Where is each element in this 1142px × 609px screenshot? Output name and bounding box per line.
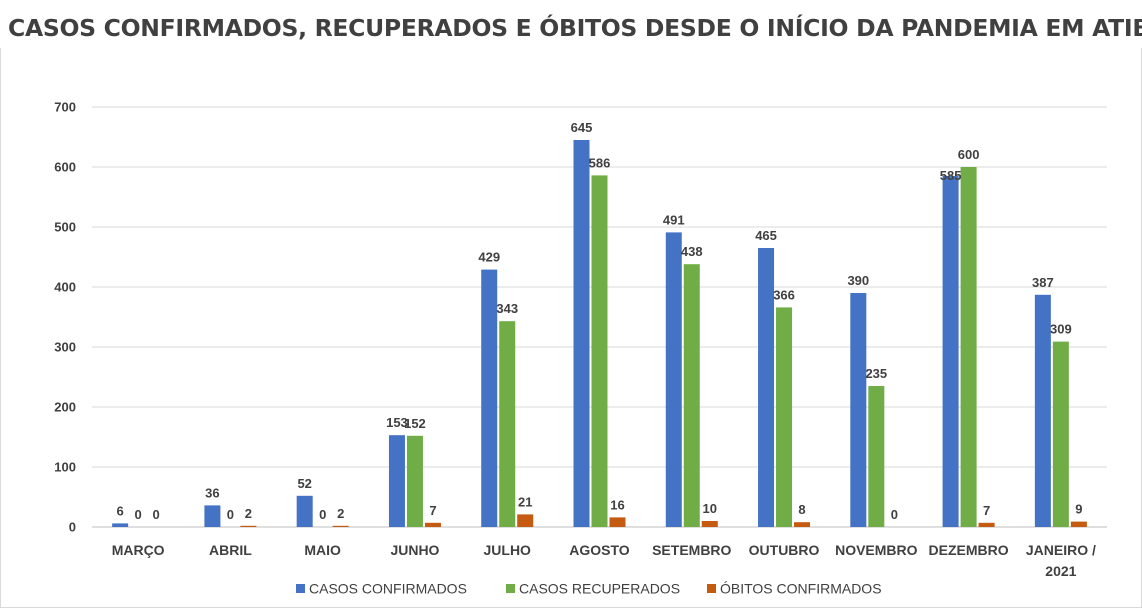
y-tick-label: 0 <box>69 520 76 535</box>
legend-swatch <box>506 584 515 593</box>
bar <box>1034 294 1051 527</box>
bar <box>1070 521 1087 527</box>
y-tick-label: 700 <box>54 100 76 115</box>
data-label: 10 <box>703 501 717 516</box>
data-label: 7 <box>429 503 436 518</box>
data-label: 52 <box>297 476 311 491</box>
data-label: 600 <box>958 147 980 162</box>
x-tick-label: MAIO <box>304 542 341 558</box>
bar <box>573 140 590 527</box>
legend-swatch <box>296 584 305 593</box>
data-label: 36 <box>205 485 219 500</box>
bar <box>868 386 885 527</box>
x-tick-label: AGOSTO <box>569 542 630 558</box>
data-label: 0 <box>227 507 234 522</box>
y-tick-label: 500 <box>54 220 76 235</box>
data-label: 343 <box>496 301 518 316</box>
data-label: 0 <box>135 507 142 522</box>
bar <box>240 525 257 527</box>
bar <box>296 495 313 527</box>
bar <box>424 522 441 527</box>
data-label: 9 <box>1075 502 1082 517</box>
bar <box>481 269 498 527</box>
data-label: 438 <box>681 244 703 259</box>
bar <box>978 522 995 527</box>
data-label: 2 <box>337 506 344 521</box>
bar <box>1052 341 1069 527</box>
x-tick-label: NOVEMBRO <box>835 542 918 558</box>
y-tick-label: 200 <box>54 400 76 415</box>
x-tick-label: MARÇO <box>112 542 165 558</box>
x-tick-label: OUTUBRO <box>749 542 820 558</box>
bar <box>683 264 700 527</box>
y-axis: 0 100 200 300 400 500 600 700 <box>54 100 76 535</box>
data-label: 21 <box>518 494 532 509</box>
y-tick-label: 600 <box>54 160 76 175</box>
bar <box>112 523 129 527</box>
bars <box>112 140 1087 527</box>
x-tick-label: SETEMBRO <box>652 542 731 558</box>
data-label: 235 <box>865 366 887 381</box>
data-label: 309 <box>1050 322 1072 337</box>
data-label: 0 <box>153 507 160 522</box>
data-label: 0 <box>319 507 326 522</box>
data-label: 153 <box>386 415 408 430</box>
x-tick-label: JULHO <box>484 542 532 558</box>
legend-label: CASOS RECUPERADOS <box>519 581 680 597</box>
y-tick-label: 300 <box>54 340 76 355</box>
data-label: 2 <box>245 506 252 521</box>
bar <box>517 514 534 527</box>
data-label: 16 <box>610 497 624 512</box>
bar <box>388 435 405 527</box>
bar <box>499 321 516 527</box>
x-tick-label: JANEIRO /2021 <box>1026 542 1096 579</box>
chart-title: CASOS CONFIRMADOS, RECUPERADOS E ÓBITOS … <box>8 14 1142 42</box>
data-label: 152 <box>404 416 426 431</box>
data-label: 6 <box>117 503 124 518</box>
data-label: 585 <box>940 168 962 183</box>
data-label: 491 <box>663 212 685 227</box>
bar <box>758 248 775 527</box>
x-axis: MARÇO ABRIL MAIO JUNHO JULHO AGOSTO SETEMBRO OU… <box>112 542 1096 579</box>
legend: CASOS CONFIRMADOS CASOS RECUPERADOS ÓBITOS… <box>296 581 882 597</box>
data-label: 586 <box>589 155 611 170</box>
legend-swatch <box>707 584 716 593</box>
bar <box>609 517 626 527</box>
x-tick-label: JUNHO <box>390 542 439 558</box>
bar <box>406 435 423 527</box>
data-label: 8 <box>798 502 805 517</box>
x-tick-label: DEZEMBRO <box>929 542 1009 558</box>
data-label: 0 <box>891 507 898 522</box>
x-tick-label: ABRIL <box>209 542 252 558</box>
data-label: 645 <box>571 120 593 135</box>
bar <box>204 505 221 527</box>
bar <box>701 521 718 527</box>
y-tick-label: 400 <box>54 280 76 295</box>
bar <box>794 522 811 527</box>
bar <box>960 167 977 527</box>
data-label: 390 <box>847 273 869 288</box>
data-label: 429 <box>478 250 500 265</box>
data-label: 7 <box>983 503 990 518</box>
bar <box>850 293 867 527</box>
data-label: 465 <box>755 228 777 243</box>
bar <box>942 176 959 527</box>
bar <box>332 525 349 527</box>
data-label: 366 <box>773 287 795 302</box>
bar <box>665 232 682 527</box>
y-tick-label: 100 <box>54 460 76 475</box>
data-label: 387 <box>1032 275 1054 290</box>
legend-label: CASOS CONFIRMADOS <box>309 581 467 597</box>
bar <box>591 175 608 527</box>
bar <box>776 307 793 527</box>
legend-label: ÓBITOS CONFIRMADOS <box>720 581 882 597</box>
